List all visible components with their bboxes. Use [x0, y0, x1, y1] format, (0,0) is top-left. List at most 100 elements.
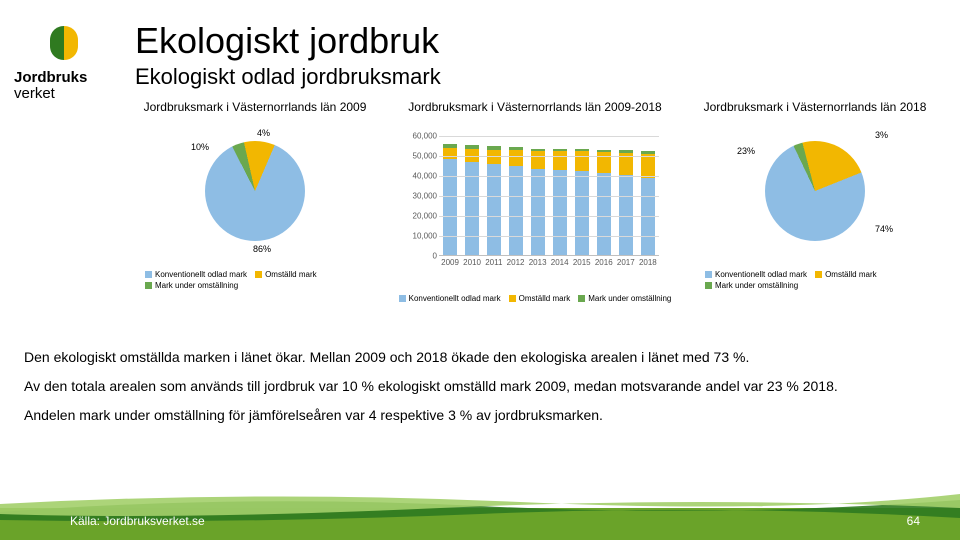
bar-stack [443, 144, 457, 255]
x-tick-label: 2018 [639, 258, 657, 267]
brand-line1: Jordbruks [14, 69, 87, 86]
swatch-icon [255, 271, 262, 278]
y-tick-label: 0 [405, 252, 437, 261]
legend-item: Mark under omställning [145, 281, 238, 290]
swatch-icon [509, 295, 516, 302]
brand-name: Jordbruks verket [14, 70, 114, 102]
x-tick-label: 2013 [529, 258, 547, 267]
bar-segment [553, 170, 567, 255]
footer-band: Källa: Jordbruksverket.se 64 [0, 494, 960, 540]
bar-stack [487, 146, 501, 255]
bar-title: Jordbruksmark i Västernorrlands län 2009… [408, 100, 661, 130]
pie-2009-label-under: 4% [257, 128, 270, 138]
x-tick-label: 2011 [485, 258, 502, 267]
bar-segment [443, 148, 457, 159]
body-p3: Andelen mark under omställning för jämfö… [24, 406, 936, 425]
page-subtitle: Ekologiskt odlad jordbruksmark [135, 64, 441, 90]
swatch-icon [705, 271, 712, 278]
legend-label: Mark under omställning [588, 294, 671, 303]
body-text: Den ekologiskt omställda marken i länet … [24, 348, 936, 435]
gridline [439, 196, 659, 197]
page-title: Ekologiskt jordbruk [135, 20, 439, 62]
pie-2009-legend: Konventionellt odlad mark Omställd mark … [135, 270, 375, 290]
pie-2018-label-konv: 74% [875, 224, 893, 234]
swatch-icon [399, 295, 406, 302]
swatch-icon [145, 282, 152, 289]
swatch-icon [815, 271, 822, 278]
legend-item: Konventionellt odlad mark [145, 270, 247, 279]
bar-chart: 010,00020,00030,00040,00050,00060,000 20… [405, 136, 665, 276]
bar-stack [619, 150, 633, 255]
legend-label: Omställd mark [265, 270, 317, 279]
bar-segment [553, 151, 567, 170]
bar-xlabels: 2009201020112012201320142015201620172018 [439, 258, 659, 267]
body-p1: Den ekologiskt omställda marken i länet … [24, 348, 936, 367]
footer-source: Källa: Jordbruksverket.se [70, 514, 205, 528]
legend-item: Omställd mark [509, 294, 571, 303]
pie-2009-chart [205, 141, 305, 241]
x-tick-label: 2014 [551, 258, 569, 267]
legend-label: Omställd mark [519, 294, 571, 303]
legend-label: Mark under omställning [155, 281, 238, 290]
bar-segment [641, 154, 655, 178]
x-tick-label: 2010 [463, 258, 481, 267]
swatch-icon [145, 271, 152, 278]
y-tick-label: 30,000 [405, 192, 437, 201]
charts-row: Jordbruksmark i Västernorrlands län 2009… [135, 100, 945, 330]
pie-2018-label-omstalld: 23% [737, 146, 755, 156]
x-tick-label: 2015 [573, 258, 591, 267]
bar-segment [509, 150, 523, 166]
pie-2018-chart [765, 141, 865, 241]
y-tick-label: 10,000 [405, 232, 437, 241]
gridline [439, 236, 659, 237]
swatch-icon [705, 282, 712, 289]
legend-item: Konventionellt odlad mark [399, 294, 501, 303]
bar-stack [531, 149, 545, 255]
y-tick-label: 20,000 [405, 212, 437, 221]
legend-item: Omställd mark [255, 270, 317, 279]
bar-segment [531, 151, 545, 169]
bar-stack [641, 151, 655, 255]
bar-segment [531, 169, 545, 255]
gridline [439, 156, 659, 157]
bar-segment [443, 159, 457, 255]
legend-label: Konventionellt odlad mark [715, 270, 807, 279]
bar-stack [465, 145, 479, 255]
y-tick-label: 40,000 [405, 172, 437, 181]
bar-segment [597, 173, 611, 255]
body-p2: Av den totala arealen som används till j… [24, 377, 936, 396]
pie-2009-label-konv: 86% [253, 244, 271, 254]
bar-stack [597, 150, 611, 255]
pie-2018-title: Jordbruksmark i Västernorrlands län 2018 [704, 100, 927, 130]
bar-segment [575, 151, 589, 171]
legend-label: Omställd mark [825, 270, 877, 279]
legend-item: Konventionellt odlad mark [705, 270, 807, 279]
legend-label: Konventionellt odlad mark [409, 294, 501, 303]
bar-plot-area: 010,00020,00030,00040,00050,00060,000 [439, 136, 659, 256]
y-tick-label: 50,000 [405, 152, 437, 161]
swatch-icon [578, 295, 585, 302]
footer-page-number: 64 [907, 514, 920, 528]
bar-panel: Jordbruksmark i Västernorrlands län 2009… [375, 100, 695, 330]
bar-stack [575, 149, 589, 255]
y-tick-label: 60,000 [405, 132, 437, 141]
x-tick-label: 2016 [595, 258, 613, 267]
brand-logo: Jordbruks verket [14, 22, 114, 102]
pie-2009-panel: Jordbruksmark i Västernorrlands län 2009… [135, 100, 375, 330]
bar-segment [575, 171, 589, 255]
bar-stack [553, 149, 567, 255]
legend-item: Mark under omställning [578, 294, 671, 303]
bar-stack [509, 147, 523, 255]
x-tick-label: 2017 [617, 258, 635, 267]
x-tick-label: 2012 [507, 258, 525, 267]
pie-2009-title: Jordbruksmark i Västernorrlands län 2009 [144, 100, 367, 130]
legend-item: Omställd mark [815, 270, 877, 279]
legend-item: Mark under omställning [705, 281, 798, 290]
pie-2018-label-under: 3% [875, 130, 888, 140]
pie-2009-label-omstalld: 10% [191, 142, 209, 152]
pie-2009-wrap: 4% 10% 86% [165, 136, 345, 266]
gridline [439, 136, 659, 137]
legend-label: Konventionellt odlad mark [155, 270, 247, 279]
bar-segment [487, 164, 501, 255]
bar-segment [509, 166, 523, 255]
